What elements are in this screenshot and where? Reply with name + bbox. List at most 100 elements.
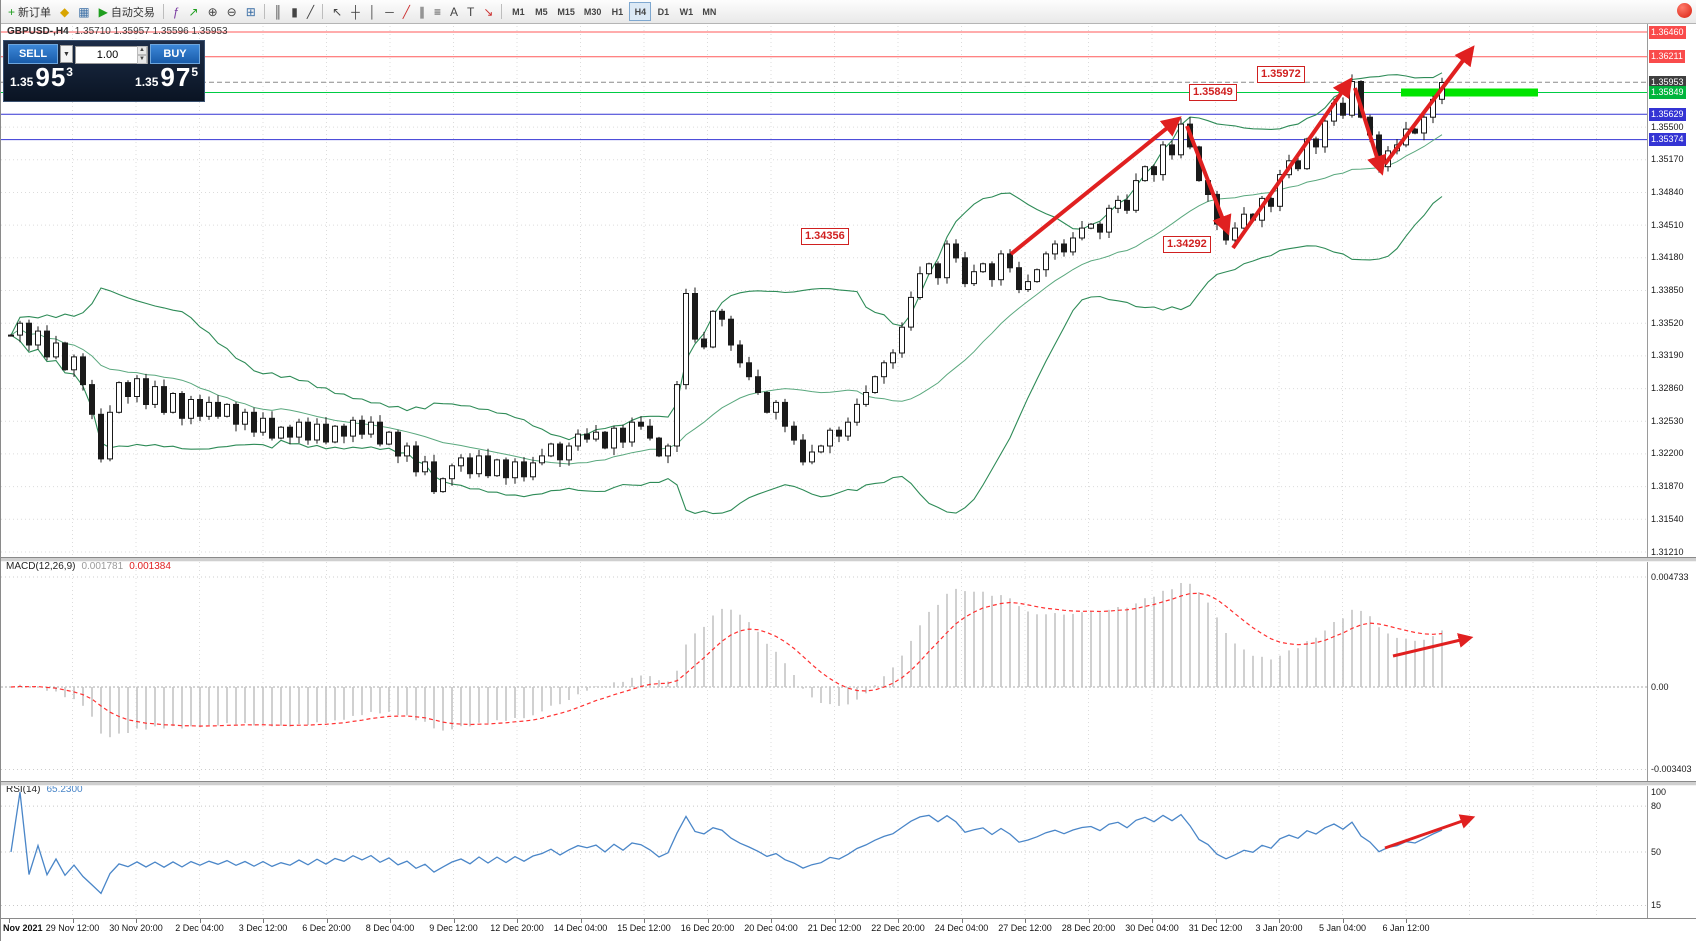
market-watch-button[interactable]: ▦ [74, 2, 93, 21]
auto-trading-icon: ▶ [98, 4, 108, 19]
timeframe-h1-button[interactable]: H1 [606, 2, 628, 21]
tile-windows-icon: ⊞ [245, 4, 256, 19]
time-tick [771, 919, 772, 923]
price-axis-label: 1.36211 [1649, 50, 1685, 64]
time-tick [326, 919, 328, 923]
bid-ask-row: 1.35953 1.35975 [8, 62, 200, 92]
trend-arrows[interactable] [1009, 45, 1475, 256]
time-axis-label: 30 Nov 20:00 [109, 923, 163, 933]
cursor-icon: ↖ [332, 4, 343, 19]
rsi-axis-label: 50 [1651, 846, 1662, 857]
trendline-button[interactable]: ╱ [399, 2, 414, 21]
timeframe-h4-button[interactable]: H4 [629, 2, 652, 21]
horizontal-line-button[interactable]: ─ [381, 2, 398, 21]
chart-profile-button[interactable]: ◆ [56, 2, 73, 21]
price-axis-label: 1.35629 [1649, 107, 1686, 121]
toolbar-separator [263, 4, 265, 19]
price-axis-label: 1.32860 [1651, 383, 1684, 394]
fibonacci-button[interactable]: ≡ [430, 2, 445, 21]
timeframe-m5-button[interactable]: M5 [530, 2, 552, 21]
horizontal-lines[interactable] [1, 31, 1647, 141]
time-tick [1279, 919, 1280, 923]
cursor-button[interactable]: ↖ [328, 2, 346, 21]
chart-price-annotation[interactable]: 1.34292 [1163, 236, 1211, 253]
horizontal-line-icon: ─ [385, 4, 394, 19]
timeframe-m15-button[interactable]: M15 [553, 2, 579, 21]
time-axis-label: 16 Dec 20:00 [680, 923, 735, 933]
time-axis-label: 20 Dec 04:00 [744, 923, 798, 933]
bar-chart-button[interactable]: ║ [270, 2, 287, 21]
zoom-in-icon: ⊕ [207, 4, 218, 19]
time-tick [898, 919, 899, 923]
time-tick [199, 919, 201, 923]
volume-input[interactable] [75, 46, 148, 64]
time-axis-label: 6 Dec 20:00 [302, 923, 351, 933]
time-axis-label: 15 Dec 12:00 [617, 923, 671, 933]
text-label-button[interactable]: T [463, 2, 478, 21]
time-tick [961, 919, 963, 923]
notification-dot [1677, 3, 1692, 18]
volume-dropdown-caret[interactable]: ▼ [60, 45, 73, 63]
time-tick [580, 919, 582, 923]
add-object-button[interactable]: ↗ [185, 2, 203, 21]
sell-button[interactable]: SELL [8, 44, 58, 64]
time-tick [1088, 919, 1090, 923]
vertical-line-icon: │ [368, 4, 377, 19]
zoom-out-button[interactable]: ⊖ [223, 2, 241, 21]
volume-up-icon[interactable]: ▲ [137, 46, 147, 55]
timeframe-d1-button[interactable]: D1 [652, 2, 674, 21]
indicators-button[interactable]: ƒ [169, 2, 184, 21]
chart-symbol-ohlc: GBPUSD-,H4 1.35710 1.35957 1.35596 1.3595… [7, 26, 228, 37]
new-order-button[interactable]: + 新订单 [4, 2, 55, 21]
time-tick [1152, 919, 1153, 923]
bar-chart-icon: ║ [273, 4, 283, 19]
rsi-arrow [1384, 814, 1476, 850]
panel-separator-macd[interactable] [1, 557, 1696, 562]
time-axis[interactable]: Nov 2021 29 Nov 12:00 30 Nov 20:00 2 Dec 04… [1, 918, 1696, 941]
rsi-panel [1, 791, 1647, 906]
line-chart-button[interactable]: ╱ [303, 2, 318, 21]
price-axis-label: 1.34840 [1651, 187, 1684, 197]
buy-button[interactable]: BUY [150, 44, 200, 64]
timeframe-m30-button[interactable]: M30 [580, 2, 606, 21]
text-button[interactable]: A [446, 2, 462, 21]
text-label-icon: T [466, 4, 475, 19]
tile-windows-button[interactable]: ⊞ [242, 2, 260, 21]
auto-trading-button[interactable]: ▶ 自动交易 [95, 2, 159, 21]
volume-stepper[interactable]: ▲ ▼ [137, 46, 147, 64]
candlestick-chart-icon: ▮ [291, 4, 298, 19]
bid-price: 1.35953 [10, 62, 73, 92]
time-axis-label: 8 Dec 04:00 [365, 923, 415, 933]
vertical-line-button[interactable]: │ [365, 2, 381, 21]
price-axis-label: 1.35500 [1651, 121, 1684, 132]
time-tick [72, 919, 74, 923]
time-tick [707, 919, 709, 923]
time-tick [1406, 919, 1407, 923]
zoom-in-button[interactable]: ⊕ [204, 2, 222, 21]
chart-price-annotation[interactable]: 1.35972 [1257, 66, 1305, 83]
equidistant-channel-button[interactable]: ∥ [415, 2, 429, 21]
price-axis-label: 1.34510 [1651, 219, 1684, 230]
timeframe-mn-button[interactable]: MN [698, 2, 720, 21]
macd-indicator-label: MACD(12,26,9) 0.001781 0.001384 [6, 561, 171, 572]
candlestick-chart-button[interactable]: ▮ [287, 2, 302, 21]
timeframe-m1-button[interactable]: M1 [507, 2, 529, 21]
auto-trading-button-label: 自动交易 [110, 6, 155, 19]
price-axis-label: 1.31210 [1651, 546, 1684, 557]
time-axis-label: 24 Dec 04:00 [934, 923, 989, 933]
chart-price-annotation[interactable]: 1.34356 [801, 228, 849, 245]
rsi-axis-label: 80 [1651, 800, 1662, 811]
trendline-icon: ╱ [402, 4, 410, 19]
panel-separator-rsi[interactable] [1, 781, 1696, 786]
chart-price-annotation[interactable]: 1.35849 [1189, 84, 1237, 101]
macd-arrow [1392, 633, 1474, 658]
arrows-button[interactable]: ↘ [479, 2, 497, 21]
timeframe-w1-button[interactable]: W1 [675, 2, 697, 21]
zoom-out-icon: ⊖ [226, 4, 237, 19]
time-axis-label: 31 Dec 12:00 [1188, 923, 1243, 933]
volume-down-icon[interactable]: ▼ [137, 55, 147, 64]
text-icon: A [449, 4, 458, 19]
crosshair-button[interactable]: ┼ [347, 2, 364, 21]
